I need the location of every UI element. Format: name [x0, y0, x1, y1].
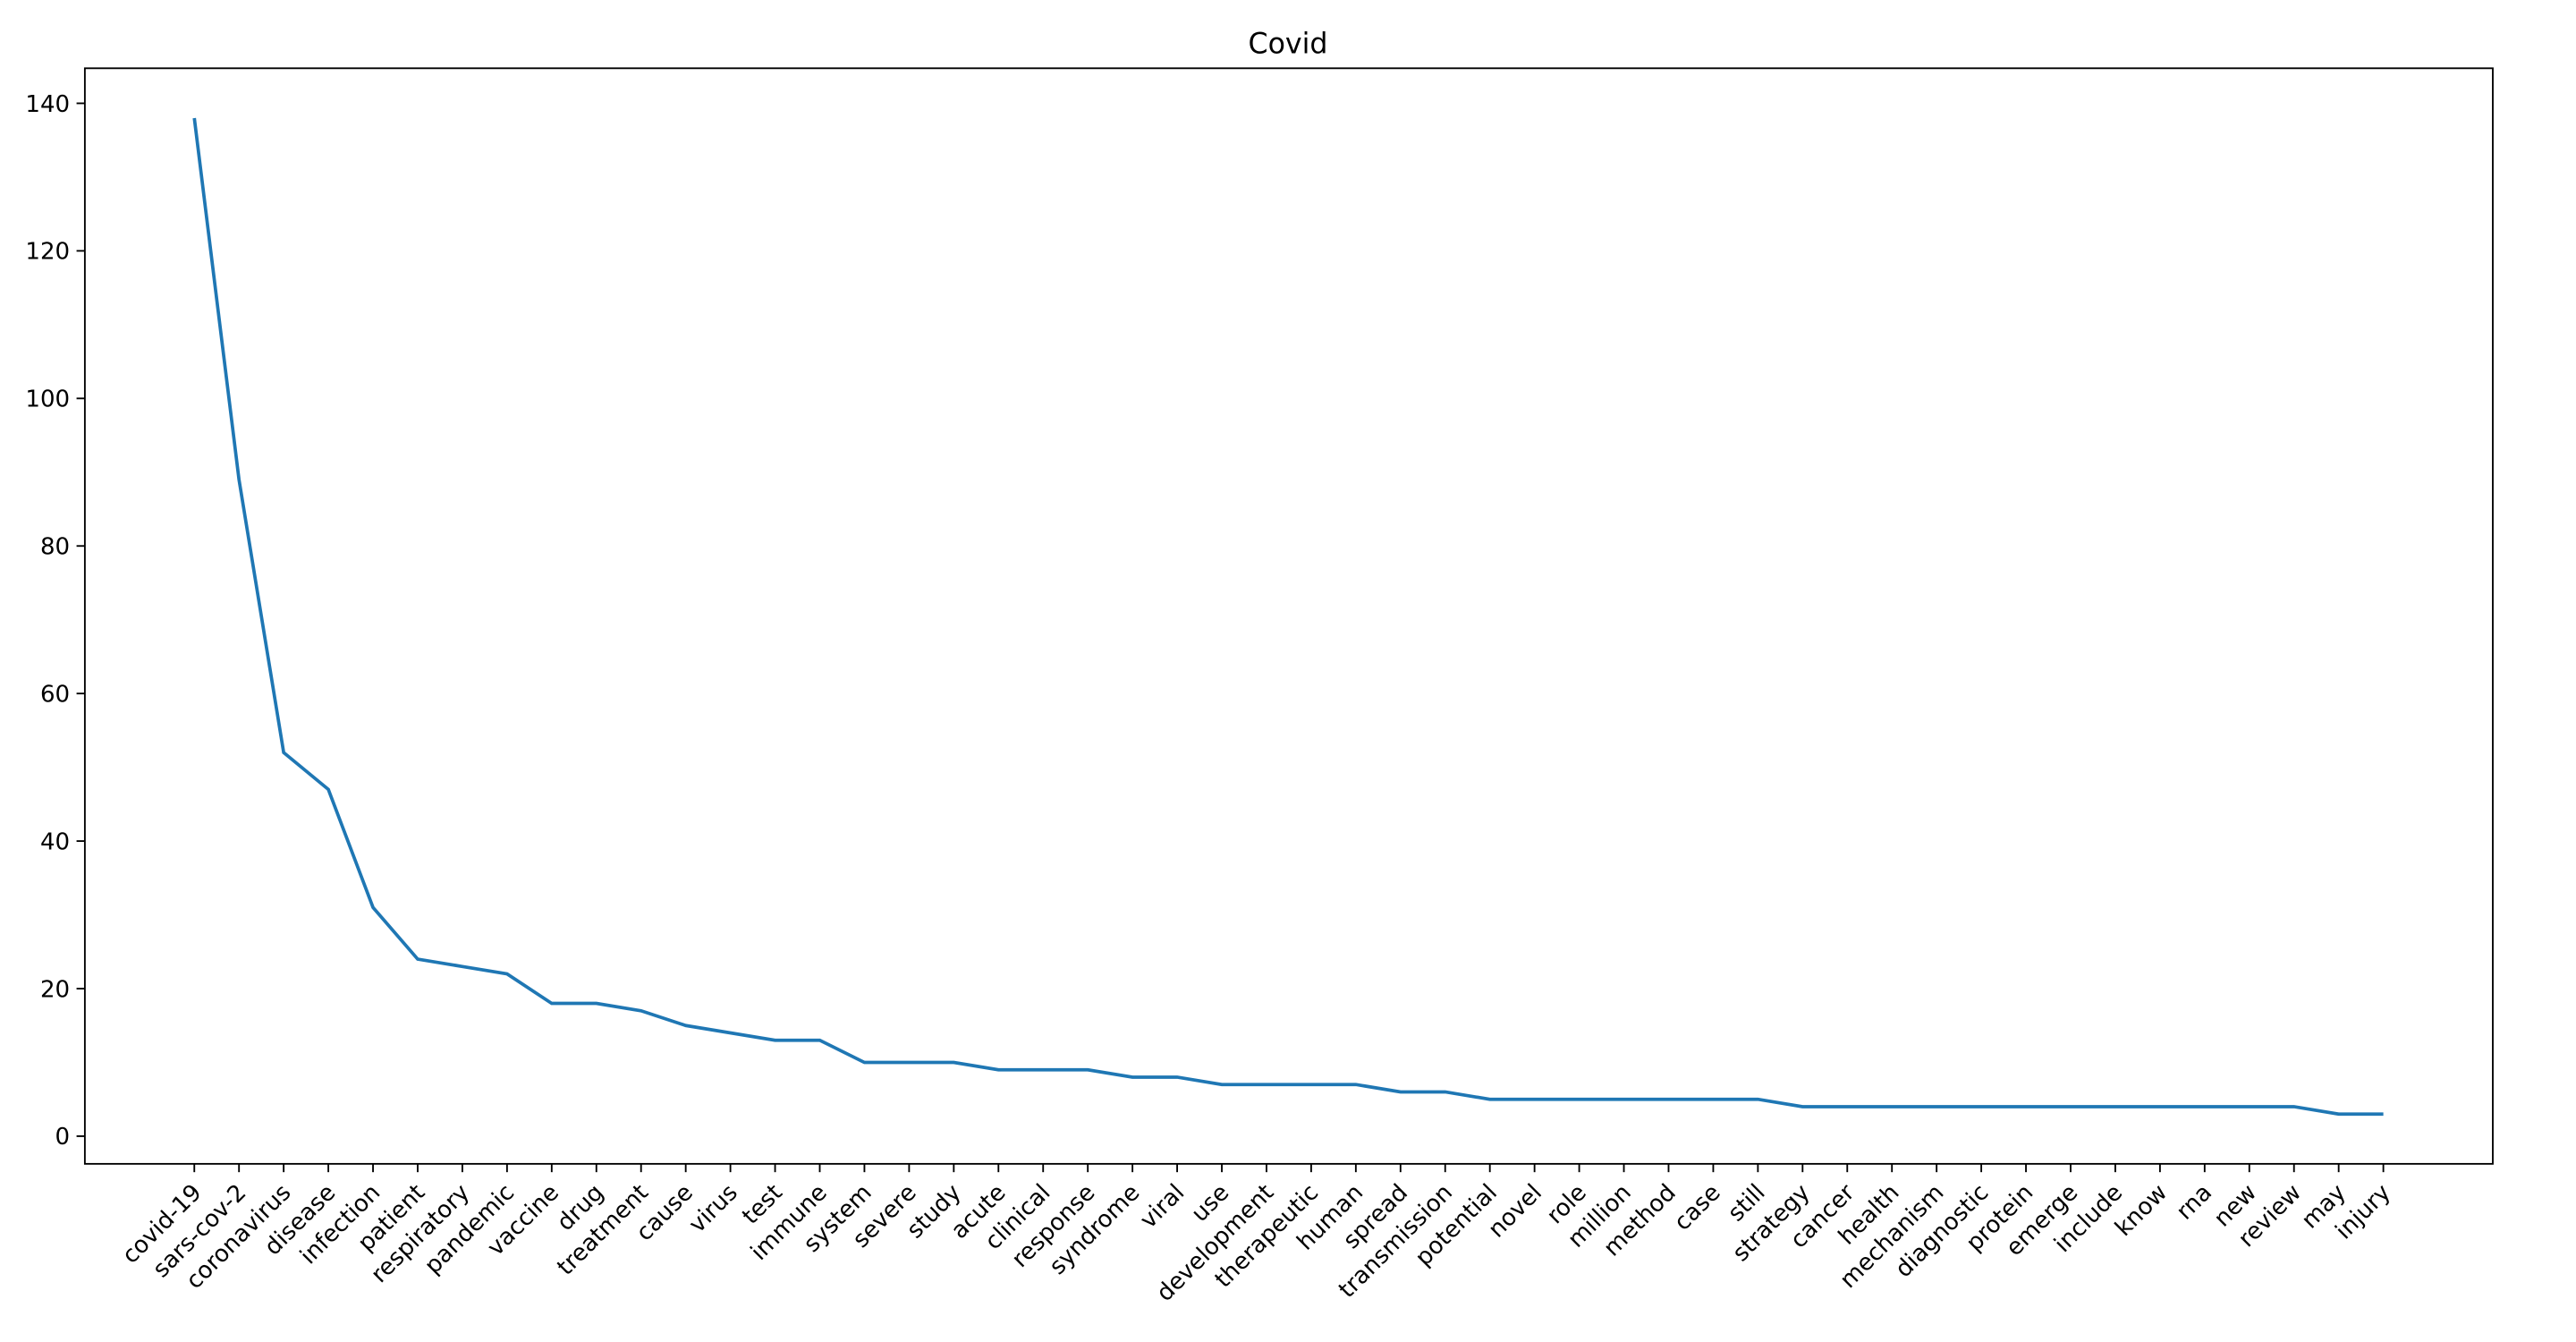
x-tick-label: virus — [684, 1179, 743, 1238]
x-tick-label: know — [2110, 1179, 2173, 1242]
y-tick-label: 60 — [40, 681, 70, 708]
x-tick-label: rna — [2172, 1179, 2217, 1225]
chart-title: Covid — [1248, 29, 1327, 61]
y-tick-label: 80 — [40, 534, 70, 561]
y-tick-label: 140 — [25, 91, 70, 118]
x-tick-label: case — [1669, 1179, 1726, 1236]
y-tick-label: 100 — [25, 386, 70, 413]
y-tick-label: 20 — [40, 976, 70, 1003]
y-tick-label: 40 — [40, 828, 70, 855]
y-tick-label: 0 — [55, 1124, 71, 1151]
plot-frame — [83, 67, 2494, 1165]
x-tick-label: viral — [1135, 1179, 1190, 1234]
line — [192, 117, 2384, 1117]
y-tick-label: 120 — [25, 239, 70, 266]
